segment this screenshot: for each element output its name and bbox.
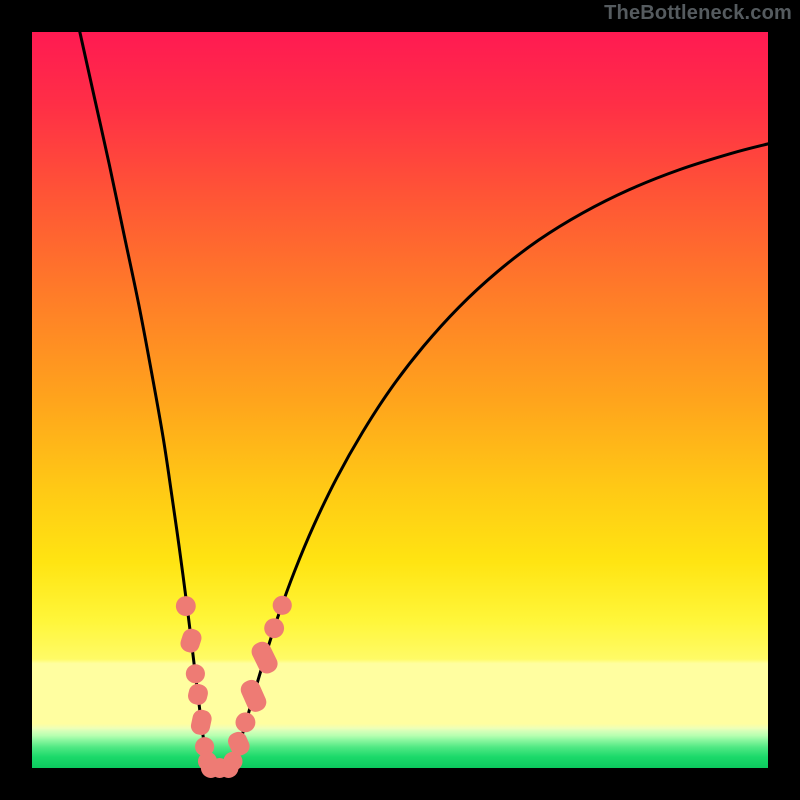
plot-background bbox=[32, 32, 768, 768]
marker-dot bbox=[273, 596, 292, 615]
marker-dot bbox=[176, 596, 196, 616]
marker-dot bbox=[236, 712, 256, 732]
marker-dot bbox=[264, 618, 284, 638]
chart-stage: TheBottleneck.com bbox=[0, 0, 800, 800]
marker-dot bbox=[186, 664, 205, 683]
bottleneck-chart bbox=[0, 0, 800, 800]
watermark-text: TheBottleneck.com bbox=[604, 2, 792, 25]
